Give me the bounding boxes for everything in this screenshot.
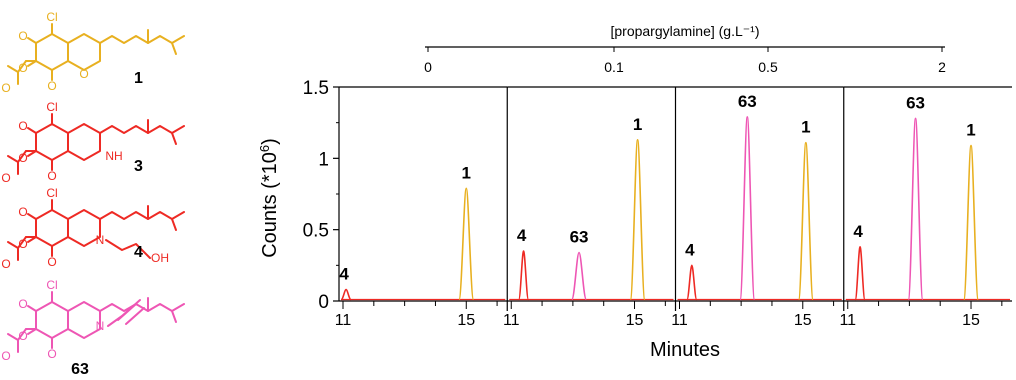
x-axis-tick-label: 15 (962, 312, 980, 329)
x-axis-tick-label: 11 (839, 312, 856, 329)
x-axis-tick-label: 15 (457, 312, 475, 329)
top-axis-tick-label: 0.1 (604, 59, 624, 75)
peak-label: 4 (685, 240, 695, 259)
peak-label: 63 (570, 227, 589, 246)
atom-label: O (47, 347, 56, 361)
peak-1 (963, 144, 980, 301)
atom-label: O (18, 205, 27, 219)
x-axis-tick-label: 15 (626, 312, 644, 329)
peak-label: 1 (966, 120, 975, 139)
atom-label: Cl (46, 278, 57, 292)
y-axis-tick-label: 1.5 (303, 78, 329, 99)
x-axis-label: Minutes (650, 339, 720, 361)
x-axis-tick-label: 15 (794, 312, 812, 329)
peak-1 (797, 141, 814, 301)
compound-number: 4 (134, 244, 143, 261)
atom-label: O (18, 151, 27, 165)
peak-63 (739, 116, 756, 301)
chart-panel: 11 15 4 63 1 (671, 86, 845, 329)
peak-label: 1 (801, 118, 810, 137)
structure-63 (7, 291, 185, 353)
peak-4 (686, 264, 698, 301)
y-axis-label-sup: 6 (257, 145, 272, 152)
chart-panel: 11 15 4 1 (335, 86, 508, 329)
atom-label: OH (151, 251, 169, 265)
atom-label: O (1, 171, 10, 185)
x-axis-tick-label: 11 (503, 312, 520, 329)
compound-number: 3 (134, 158, 143, 175)
atom-label: O (18, 29, 27, 43)
y-axis-tick-label: 1 (318, 149, 329, 170)
top-axis-label: [propargylamine] (g.L⁻¹) (610, 23, 759, 39)
atom-label: O (18, 61, 27, 75)
atom-label: NH (105, 149, 122, 163)
chromatogram-chart: [propargylamine] (g.L⁻¹) 0 0.1 0.5 2 Counts… (257, 23, 1012, 361)
y-axis-label-main: Counts (*10 (259, 152, 281, 258)
atom-label: O (79, 67, 88, 81)
compound-number: 63 (71, 361, 89, 378)
top-axis-tick-label: 0.5 (758, 59, 778, 75)
peak-label: 63 (738, 92, 757, 111)
chart-panel: 11 15 4 63 1 (839, 86, 1012, 329)
chemical-structures: Cl O O O O O Cl O O O O NH Cl O O O O N … (1, 10, 185, 378)
atom-label: O (18, 119, 27, 133)
peak-label: 1 (633, 115, 642, 134)
top-axis-tick-label: 0 (424, 59, 432, 75)
atom-label: O (18, 237, 27, 251)
x-axis-tick-label: 11 (335, 312, 352, 329)
atom-label: Cl (46, 186, 57, 200)
y-axis-label: Counts (*106) (257, 138, 282, 258)
atom-label: O (18, 297, 27, 311)
peak-1 (629, 138, 646, 301)
peak-63 (907, 117, 924, 301)
peak-4 (340, 288, 352, 301)
y-axis-tick-label: 0.5 (303, 221, 329, 242)
peak-4 (854, 245, 866, 301)
atom-label: Cl (46, 100, 57, 114)
atom-label: N (96, 233, 105, 247)
atom-label: O (1, 81, 10, 95)
peak-label: 4 (339, 265, 349, 284)
chart-panel: 11 15 4 63 1 (503, 86, 677, 329)
top-axis-tick-label: 2 (938, 59, 946, 75)
atom-label: O (47, 79, 56, 93)
peak-label: 1 (462, 163, 471, 182)
atom-label: O (1, 257, 10, 271)
peak-1 (458, 187, 475, 301)
structure-4 (7, 199, 185, 261)
peak-4 (517, 250, 530, 301)
x-axis-tick-label: 11 (671, 312, 688, 329)
atom-label: O (18, 329, 27, 343)
atom-label: Cl (46, 10, 57, 24)
atom-label: O (1, 349, 10, 363)
atom-label: N (96, 319, 105, 333)
y-axis-label-tail: ) (259, 138, 281, 145)
atom-label: O (47, 255, 56, 269)
peak-label: 4 (853, 222, 863, 241)
peak-63 (571, 251, 588, 301)
structure-3 (7, 113, 185, 175)
peak-label: 63 (906, 93, 925, 112)
structure-1 (7, 23, 185, 85)
compound-number: 1 (134, 70, 143, 87)
y-axis-tick-label: 0 (318, 292, 329, 313)
atom-label: O (47, 169, 56, 183)
peak-label: 4 (517, 226, 527, 245)
